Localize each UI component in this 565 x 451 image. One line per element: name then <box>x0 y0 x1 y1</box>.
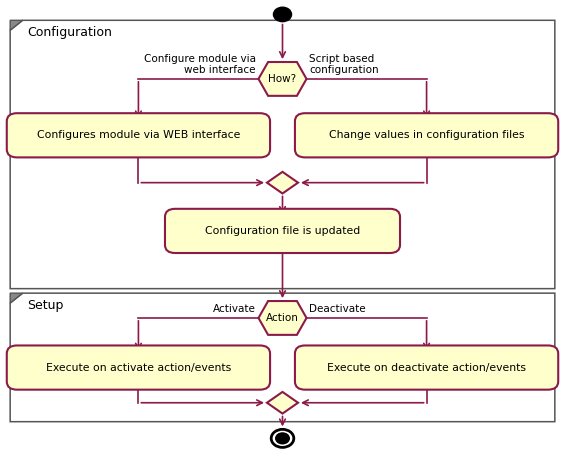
Text: Script based
configuration: Script based configuration <box>310 54 379 75</box>
Text: Configuration: Configuration <box>27 26 112 39</box>
Text: Execute on deactivate action/events: Execute on deactivate action/events <box>327 363 526 373</box>
Text: Setup: Setup <box>27 299 63 312</box>
Circle shape <box>276 433 289 444</box>
Text: Configure module via
web interface: Configure module via web interface <box>144 54 255 75</box>
FancyBboxPatch shape <box>295 345 558 390</box>
Text: How?: How? <box>268 74 297 84</box>
Polygon shape <box>267 172 298 193</box>
FancyBboxPatch shape <box>295 113 558 157</box>
Polygon shape <box>267 392 298 414</box>
Text: Change values in configuration files: Change values in configuration files <box>329 130 524 140</box>
Text: Execute on activate action/events: Execute on activate action/events <box>46 363 231 373</box>
Polygon shape <box>259 62 306 96</box>
Polygon shape <box>259 301 306 335</box>
FancyBboxPatch shape <box>7 113 270 157</box>
Text: Action: Action <box>266 313 299 323</box>
Text: Deactivate: Deactivate <box>310 304 366 314</box>
Text: Activate: Activate <box>213 304 255 314</box>
Text: Configuration file is updated: Configuration file is updated <box>205 226 360 236</box>
Polygon shape <box>10 20 23 30</box>
Polygon shape <box>10 293 23 303</box>
FancyBboxPatch shape <box>165 209 400 253</box>
Text: Configures module via WEB interface: Configures module via WEB interface <box>37 130 240 140</box>
FancyBboxPatch shape <box>7 345 270 390</box>
Circle shape <box>273 7 292 22</box>
